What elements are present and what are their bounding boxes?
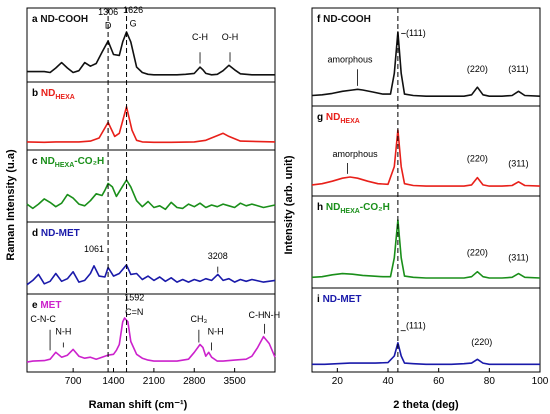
panel-letter: e [32,300,40,311]
panel-letter: i [317,294,323,305]
annotation-label: N-H [208,327,224,337]
annotation-label: (311) [508,159,528,169]
x-tick-label: 1400 [102,376,125,387]
annotation-label: 1061 [84,244,104,254]
x-tick-label: 40 [382,376,394,387]
panel-label-b: b NDHEXA [32,88,75,101]
annotation-label: 1592 [124,292,144,302]
annotation-label: amorphous [327,54,373,64]
panel-label-d: d ND-MET [32,228,80,239]
x-tick-label: 3500 [224,376,247,387]
annotation-label: (220) [471,337,492,347]
series-line-c [26,179,276,211]
series-line-f [311,31,541,97]
panel-letter: c [32,156,40,167]
annotation-label: O-H [222,32,239,42]
series-line-b [26,106,276,144]
annotation-label: (220) [467,247,488,257]
panel-subscript: HEXA [55,94,74,101]
annotation-label: 3208 [208,251,228,261]
annotation-label: amorphous [333,149,379,159]
panel-label-e: e MET [32,300,61,311]
panel-f: f ND-COOH (111) amorphous (220) (311) [311,7,541,107]
annotation-label: (220) [467,64,488,74]
panel-name: ND-COOH [323,14,371,25]
annotation-label: C-H [249,310,265,320]
x-tick-label: 700 [65,376,82,387]
panel-a: a ND-COOH1306D1626GC-HO-H [26,5,276,83]
series-line-d [26,264,276,286]
annotation-label: 1626 [123,5,143,15]
xrd-chart: f ND-COOH(111)amorphous(220) (311)g NDHEX… [311,7,549,387]
panel-name: MET [40,300,61,311]
panel-letter: g [317,112,326,123]
annotation-label: C=N [125,307,143,317]
panel-label-h: h NDHEXA-CO₂H [317,202,390,215]
panel-label-g: g NDHEXA [317,112,360,125]
panel-letter: f [317,14,323,25]
series-line-h [311,219,541,279]
panel-d: d ND-MET 1061 3208 [26,221,276,295]
annotation-label: (311) [508,64,528,74]
series-line-a [27,31,275,76]
panel-g: g NDHEXA amorphous (220) (311) [311,105,541,197]
panel-i: i ND-MET (111) (220) [311,287,541,373]
panel-frame [26,293,276,373]
annotation-label: G [130,19,137,29]
x-tick-label: 80 [484,376,496,387]
panel-name: ND [326,202,340,213]
annotation-label: N-H [264,310,280,320]
panel-label-a: a ND-COOH [32,14,88,25]
panel-label-c: c NDHEXA-CO₂H [32,156,104,169]
panel-subscript: HEXA [55,162,74,169]
panel-label-i: i ND-MET [317,294,361,305]
series-line-e [26,317,276,363]
x-tick-label: 2800 [183,376,206,387]
panel-c: c NDHEXA-CO₂H [26,149,276,223]
panel-subscript: HEXA [340,118,359,125]
panel-letter: d [32,228,41,239]
annotation-label: C-H [192,32,208,42]
panel-name: ND [41,88,55,99]
x-tick-label: 60 [433,376,445,387]
annotation-label: (111) [406,321,426,331]
panel-label-f: f ND-COOH [317,14,371,25]
panel-b: b NDHEXA [26,81,276,151]
xrd-y-axis-label: Intensity (arb. unit) [283,155,295,254]
panel-subscript: HEXA [340,208,359,215]
panel-frame [311,287,541,373]
annotation-label: C-N-C [30,314,56,324]
panel-name: ND-COOH [40,14,88,25]
raman-y-axis-label: Raman Intensity (u.a) [5,149,17,261]
panel-h: h NDHEXA-CO₂H (220) (311) [311,195,541,289]
panel-label-tail: -CO₂H [74,156,104,167]
annotation-label: (220) [467,154,488,164]
raman-x-axis-label: Raman shift (cm⁻¹) [89,399,188,411]
panel-letter: h [317,202,326,213]
x-tick-label: 20 [332,376,344,387]
x-tick-label: 2100 [143,376,166,387]
panel-frame [26,149,276,223]
annotation-label: N-H [55,327,71,337]
xrd-x-axis-label: 2 theta (deg) [393,399,459,411]
annotation-label: (311) [508,252,528,262]
panel-name: ND [326,112,340,123]
series-line-i [312,342,540,366]
panel-name: ND-MET [323,294,362,305]
x-tick-label: 100 [532,376,549,387]
series-line-g [311,129,541,187]
annotation-label: (111) [406,28,426,38]
panel-name: ND-MET [41,228,80,239]
annotation-label: CH₃ [191,314,208,324]
panel-label-tail: -CO₂H [360,202,390,213]
panel-letter: a [32,14,40,25]
panel-letter: b [32,88,41,99]
panel-name: ND [40,156,54,167]
